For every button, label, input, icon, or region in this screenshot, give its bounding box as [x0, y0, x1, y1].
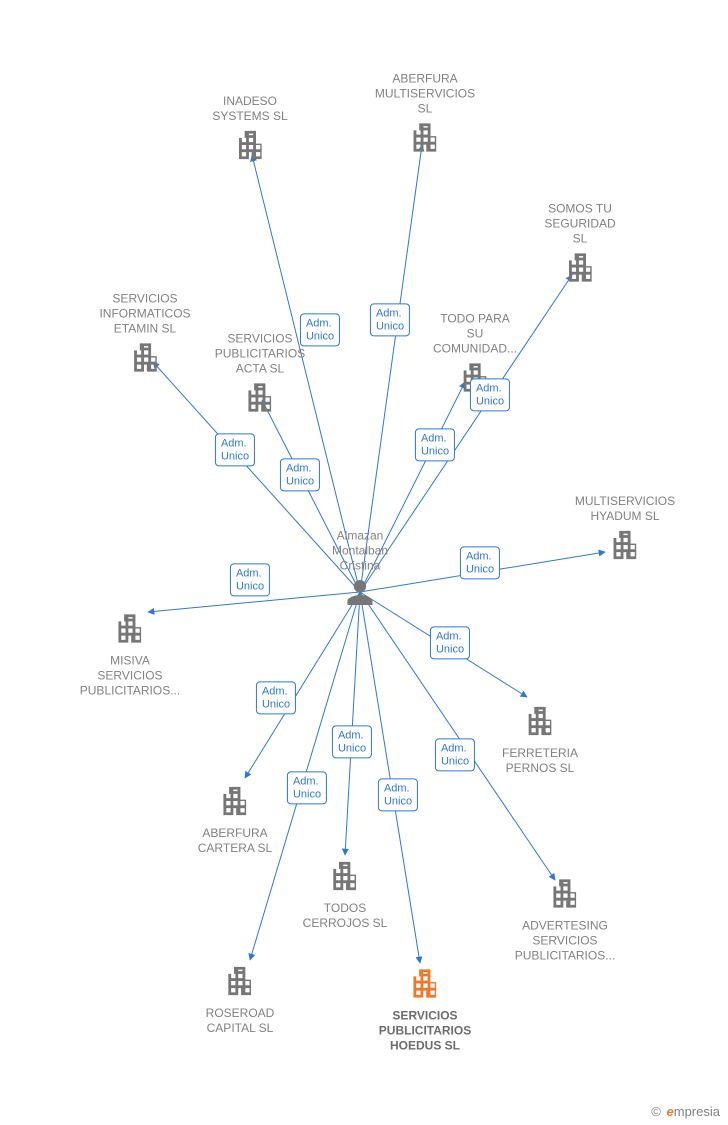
- edge-label-etamin: Adm. Unico: [215, 433, 255, 466]
- center-person-node[interactable]: Almazan Montalban Cristina: [332, 529, 388, 612]
- company-node-cerrojos[interactable]: TODOS CERROJOS SL: [303, 859, 388, 931]
- edge-label-cartera: Adm. Unico: [256, 681, 296, 714]
- company-label: TODO PARA SU COMUNIDAD...: [433, 312, 517, 357]
- brand-e: e: [667, 1104, 674, 1119]
- building-icon: [608, 528, 642, 566]
- company-node-etamin[interactable]: SERVICIOS INFORMATICOS ETAMIN SL: [99, 292, 190, 379]
- building-icon: [523, 704, 557, 742]
- edge-label-pernos: Adm. Unico: [430, 626, 470, 659]
- edge-label-misiva: Adm. Unico: [230, 563, 270, 596]
- building-icon: [408, 967, 442, 1005]
- company-label: FERRETERIA PERNOS SL: [502, 746, 578, 776]
- company-label: SERVICIOS PUBLICITARIOS ACTA SL: [215, 332, 305, 377]
- building-icon: [233, 128, 267, 166]
- footer-attribution: © empresia: [651, 1104, 720, 1119]
- building-icon: [548, 877, 582, 915]
- center-label: Almazan Montalban Cristina: [332, 529, 388, 574]
- company-node-somos[interactable]: SOMOS TU SEGURIDAD SL: [544, 202, 615, 289]
- building-icon: [563, 251, 597, 289]
- building-icon: [128, 341, 162, 379]
- building-icon: [328, 859, 362, 897]
- building-icon: [243, 381, 277, 419]
- copyright-symbol: ©: [651, 1104, 661, 1119]
- company-node-hyadum[interactable]: MULTISERVICIOS HYADUM SL: [575, 494, 675, 566]
- company-node-acta[interactable]: SERVICIOS PUBLICITARIOS ACTA SL: [215, 332, 305, 419]
- edge-label-inadeso: Adm. Unico: [300, 313, 340, 346]
- edge-line-cerrojos: [345, 592, 360, 855]
- company-label: ADVERTESING SERVICIOS PUBLICITARIOS...: [515, 919, 615, 964]
- brand-rest: mpresia: [674, 1104, 720, 1119]
- edge-label-somos: Adm. Unico: [470, 378, 510, 411]
- building-icon: [218, 784, 252, 822]
- edge-label-roseroad: Adm. Unico: [287, 771, 327, 804]
- company-node-advert[interactable]: ADVERTESING SERVICIOS PUBLICITARIOS...: [515, 877, 615, 964]
- building-icon: [408, 121, 442, 159]
- company-node-misiva[interactable]: MISIVA SERVICIOS PUBLICITARIOS...: [80, 612, 180, 699]
- company-label: TODOS CERROJOS SL: [303, 901, 388, 931]
- company-node-roseroad[interactable]: ROSEROAD CAPITAL SL: [206, 964, 275, 1036]
- company-label: MULTISERVICIOS HYADUM SL: [575, 494, 675, 524]
- building-icon: [223, 964, 257, 1002]
- edge-label-hoedus: Adm. Unico: [378, 778, 418, 811]
- company-label: SERVICIOS INFORMATICOS ETAMIN SL: [99, 292, 190, 337]
- building-icon: [113, 612, 147, 650]
- edge-label-acta: Adm. Unico: [280, 458, 320, 491]
- company-label: SOMOS TU SEGURIDAD SL: [544, 202, 615, 247]
- edge-label-aberfura_m: Adm. Unico: [370, 303, 410, 336]
- company-label: SERVICIOS PUBLICITARIOS HOEDUS SL: [379, 1009, 471, 1054]
- company-node-cartera[interactable]: ABERFURA CARTERA SL: [198, 784, 272, 856]
- company-label: MISIVA SERVICIOS PUBLICITARIOS...: [80, 654, 180, 699]
- company-label: ABERFURA CARTERA SL: [198, 826, 272, 856]
- company-label: ABERFURA MULTISERVICIOS SL: [375, 72, 475, 117]
- edge-label-cerrojos: Adm. Unico: [332, 725, 372, 758]
- edge-line-aberfura_m: [360, 145, 422, 592]
- company-node-hoedus[interactable]: SERVICIOS PUBLICITARIOS HOEDUS SL: [379, 967, 471, 1054]
- edge-label-advert: Adm. Unico: [435, 738, 475, 771]
- company-label: ROSEROAD CAPITAL SL: [206, 1006, 275, 1036]
- company-label: INADESO SYSTEMS SL: [212, 94, 287, 124]
- person-icon: [345, 578, 375, 612]
- edge-label-todo: Adm. Unico: [415, 428, 455, 461]
- company-node-inadeso[interactable]: INADESO SYSTEMS SL: [212, 94, 287, 166]
- edge-label-hyadum: Adm. Unico: [460, 546, 500, 579]
- company-node-aberfura_m[interactable]: ABERFURA MULTISERVICIOS SL: [375, 72, 475, 159]
- company-node-pernos[interactable]: FERRETERIA PERNOS SL: [502, 704, 578, 776]
